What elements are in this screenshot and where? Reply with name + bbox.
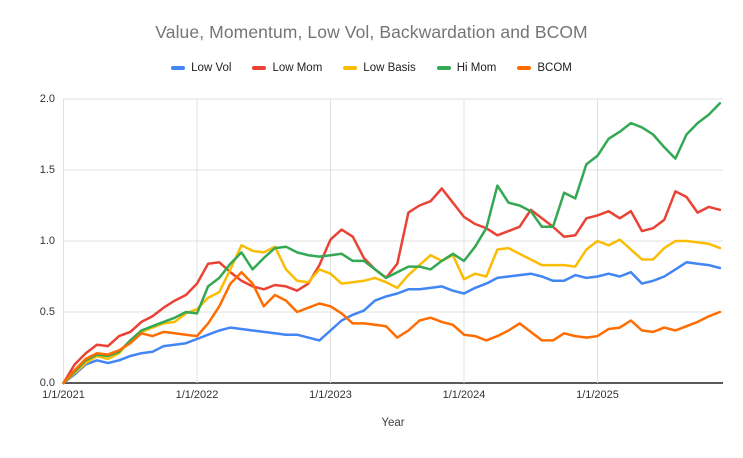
series-line-low-basis: [62, 238, 722, 385]
y-tick-label: 1.5: [39, 164, 55, 176]
legend-item-bcom: BCOM: [517, 62, 572, 74]
chart-title: Value, Momentum, Low Vol, Backwardation …: [155, 22, 588, 42]
legend-swatch-icon: [343, 66, 358, 70]
legend-item-low-mom: Low Mom: [252, 62, 322, 74]
series-line-low-mom: [62, 187, 722, 385]
legend-item-low-vol: Low Vol: [171, 62, 231, 74]
x-tick-label: 1/1/2024: [442, 389, 486, 401]
legend-swatch-icon: [517, 66, 532, 70]
x-tick-label: 1/1/2023: [309, 389, 352, 401]
legend-swatch-icon: [252, 66, 267, 70]
y-tick-label: 0.0: [39, 377, 55, 389]
series-line-bcom: [62, 270, 722, 385]
legend-label: Hi Mom: [456, 62, 497, 74]
x-axis-title: Year: [381, 417, 405, 429]
y-tick-label: 1.0: [39, 235, 55, 247]
legend-label: Low Vol: [191, 62, 232, 74]
legend-label: Low Basis: [363, 62, 416, 74]
series-line-hi-mom: [62, 102, 722, 385]
legend-item-low-basis: Low Basis: [343, 62, 416, 74]
x-tick-label: 1/1/2022: [175, 389, 219, 401]
legend-swatch-icon: [436, 66, 451, 70]
legend-item-hi-mom: Hi Mom: [436, 62, 497, 74]
x-tick-label: 1/1/2021: [42, 389, 85, 401]
legend-swatch-icon: [171, 66, 186, 70]
y-tick-label: 2.0: [39, 93, 55, 105]
y-tick-label: 0.5: [39, 306, 55, 318]
series-line-low-vol: [62, 261, 722, 385]
legend-label: Low Mom: [272, 62, 323, 74]
legend-label: BCOM: [537, 62, 572, 74]
x-tick-label: 1/1/2025: [576, 389, 619, 401]
chart-legend: Low Vol Low Mom Low Basis Hi Mom BCOM: [0, 59, 743, 77]
